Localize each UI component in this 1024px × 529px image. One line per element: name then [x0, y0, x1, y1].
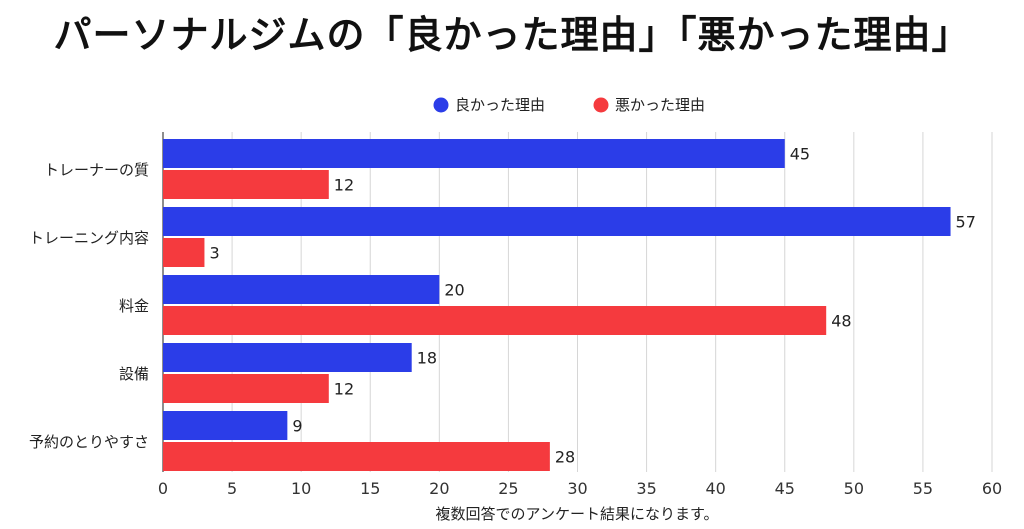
data-label: 57: [956, 213, 976, 232]
bar: [163, 275, 440, 304]
x-tick-label: 20: [429, 479, 449, 498]
x-tick-label: 45: [775, 479, 795, 498]
legend-marker: [593, 97, 609, 113]
data-label: 3: [209, 244, 219, 263]
x-tick-label: 5: [227, 479, 237, 498]
legend: 良かった理由 悪かった理由: [433, 96, 705, 114]
category-label: 料金: [119, 297, 149, 315]
category-label: トレーニング内容: [29, 229, 149, 247]
x-tick-label: 50: [844, 479, 864, 498]
legend-marker: [433, 97, 449, 113]
legend-label: 良かった理由: [455, 96, 545, 114]
bar: [163, 238, 205, 267]
data-label: 9: [292, 417, 302, 436]
legend-label: 悪かった理由: [615, 96, 705, 114]
x-tick-label: 30: [567, 479, 587, 498]
bar: [163, 139, 785, 168]
category-label: 設備: [119, 365, 149, 383]
bar: [163, 306, 827, 335]
bar: [163, 207, 951, 236]
x-tick-label: 0: [158, 479, 168, 498]
bar: [163, 411, 288, 440]
x-tick-label: 15: [360, 479, 380, 498]
x-tick-label: 60: [982, 479, 1002, 498]
bar: [163, 374, 329, 403]
category-label: トレーナーの質: [44, 161, 149, 179]
x-tick-label: 25: [498, 479, 518, 498]
data-label: 18: [417, 349, 437, 368]
bar: [163, 442, 550, 471]
x-tick-label: 55: [913, 479, 933, 498]
data-label: 12: [334, 176, 354, 195]
bar: [163, 343, 412, 372]
data-label: 45: [790, 145, 810, 164]
data-label: 12: [334, 380, 354, 399]
category-label: 予約のとりやすさ: [29, 433, 149, 451]
bar: [163, 170, 329, 199]
chart-caption: 複数回答でのアンケート結果になります。: [436, 505, 719, 523]
chart-title: パーソナルジムの「良かった理由」「悪かった理由」: [53, 13, 971, 57]
x-tick-label: 40: [705, 479, 725, 498]
bars: 45 12 57 3 20 48 18 12 9 28: [163, 139, 976, 471]
data-label: 28: [555, 448, 575, 467]
data-label: 20: [444, 281, 464, 300]
x-axis: 0 5 10 15 20 25 30 35 40 45 50 55 60: [158, 479, 1002, 498]
x-tick-label: 35: [636, 479, 656, 498]
data-label: 48: [831, 312, 851, 331]
x-tick-label: 10: [291, 479, 311, 498]
